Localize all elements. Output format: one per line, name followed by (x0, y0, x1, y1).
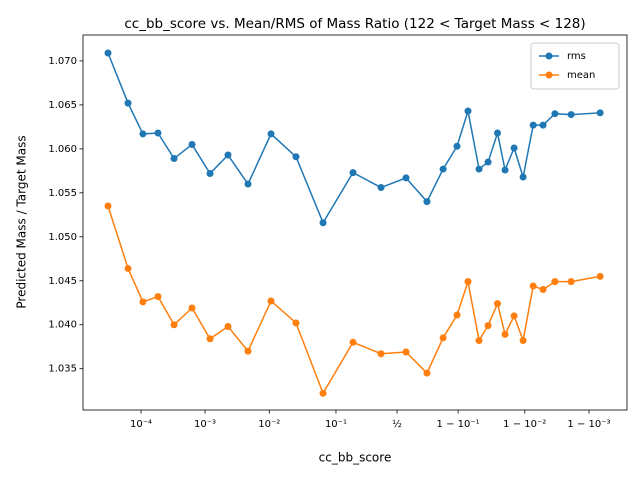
y-axis-label: Predicted Mass / Target Mass (15, 135, 29, 308)
x-tick-label: 10⁻² (258, 419, 280, 430)
point (170, 321, 178, 329)
point (104, 202, 112, 210)
point (319, 389, 327, 397)
point (453, 142, 461, 150)
y-tick-label: 1.045 (48, 276, 77, 287)
point (464, 278, 472, 286)
point (519, 173, 527, 181)
point (267, 130, 275, 138)
point (551, 278, 559, 286)
point (501, 330, 509, 338)
point (475, 337, 483, 345)
point (402, 348, 410, 356)
legend-label: mean (567, 70, 595, 81)
x-axis-label: cc_bb_score (319, 451, 392, 465)
point (349, 169, 357, 177)
point (567, 278, 575, 286)
point (139, 298, 147, 306)
point (439, 334, 447, 342)
point (439, 165, 447, 173)
y-tick-label: 1.060 (48, 144, 77, 155)
axes-frame (82, 34, 628, 411)
chart-title: cc_bb_score vs. Mean/RMS of Mass Ratio (… (124, 16, 585, 32)
point (494, 129, 502, 137)
x-tick-label: ½ (392, 418, 402, 430)
point (402, 174, 410, 182)
point (224, 151, 232, 159)
point (423, 198, 431, 206)
point (154, 293, 162, 301)
point (188, 140, 196, 148)
point (484, 322, 492, 330)
point (124, 264, 132, 272)
x-tick-label: 10⁻³ (194, 419, 216, 430)
point (539, 286, 547, 294)
y-tick-label: 1.070 (48, 56, 77, 67)
point (539, 121, 547, 129)
y-tick-label: 1.035 (48, 364, 77, 375)
point (188, 304, 196, 312)
x-tick-label: 1 − 10⁻³ (567, 419, 610, 430)
point (292, 153, 300, 161)
point (596, 272, 604, 280)
point (453, 311, 461, 319)
y-tick-label: 1.065 (48, 100, 77, 111)
point (519, 337, 527, 345)
point (475, 165, 483, 173)
point (244, 347, 252, 355)
y-tick-label: 1.055 (48, 188, 77, 199)
series-line (107, 52, 601, 225)
point (529, 282, 537, 290)
point (551, 110, 559, 118)
point (377, 184, 385, 192)
point (423, 369, 431, 377)
point (349, 338, 357, 346)
point (510, 144, 518, 152)
point (464, 107, 472, 115)
legend-marker (545, 52, 553, 60)
point (104, 49, 112, 57)
x-tick-label: 10⁻¹ (325, 419, 347, 430)
y-tick-label: 1.050 (48, 232, 77, 243)
point (224, 322, 232, 330)
point (567, 111, 575, 119)
point (244, 180, 252, 188)
legend-marker (545, 71, 553, 79)
point (494, 300, 502, 308)
point (484, 158, 492, 166)
point (154, 129, 162, 137)
point (124, 99, 132, 107)
x-tick-label: 1 − 10⁻² (503, 419, 546, 430)
point (596, 109, 604, 117)
point (292, 319, 300, 327)
point (377, 350, 385, 358)
point (206, 169, 214, 177)
point (267, 297, 275, 305)
legend-label: rms (567, 51, 586, 62)
point (170, 155, 178, 163)
point (510, 312, 518, 320)
point (501, 166, 509, 174)
series-line (107, 205, 601, 396)
point (206, 335, 214, 343)
y-tick-label: 1.040 (48, 320, 77, 331)
legend (530, 42, 620, 90)
point (529, 121, 537, 129)
x-tick-label: 10⁻⁴ (130, 419, 152, 430)
x-tick-label: 1 − 10⁻¹ (437, 419, 480, 430)
point (139, 130, 147, 138)
point (319, 219, 327, 227)
